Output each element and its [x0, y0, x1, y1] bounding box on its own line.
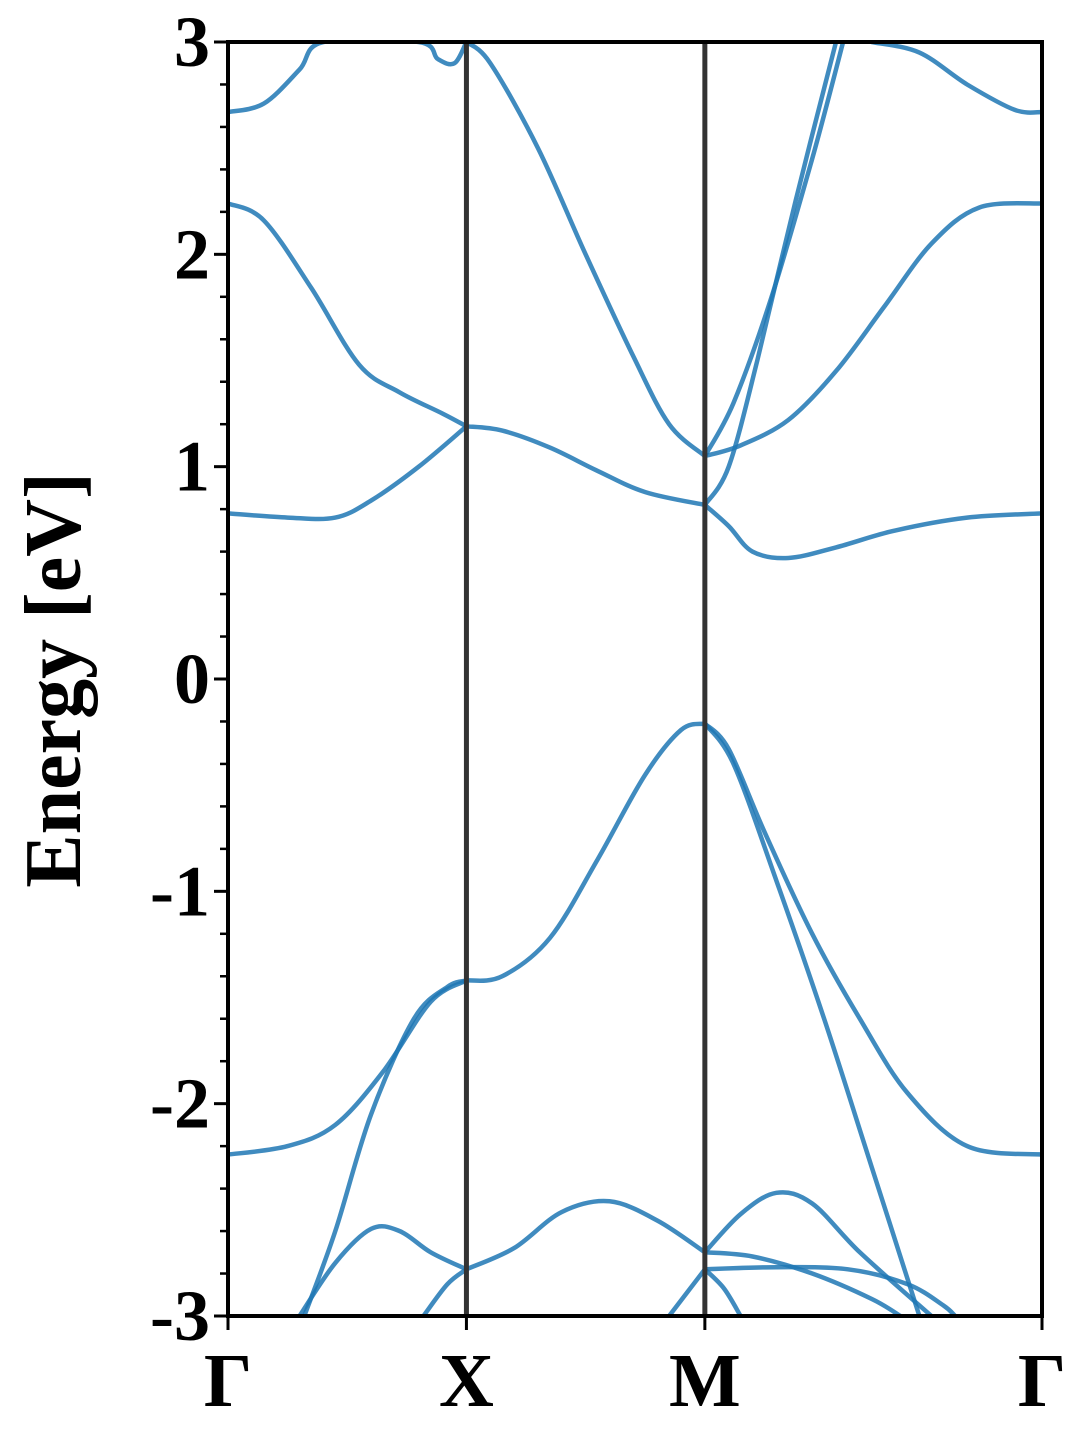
band-line-5 [464, 424, 708, 508]
band-line-9 [702, 42, 846, 459]
band-line-19 [666, 1267, 708, 1316]
band-line-6 [702, 200, 1042, 459]
band-line-21 [702, 1264, 958, 1316]
band-line-18 [464, 1198, 708, 1272]
x-tick-label-4: Γ [1018, 1339, 1066, 1423]
band-line-22 [702, 1250, 903, 1316]
band-line-17 [421, 1267, 469, 1316]
band-line-23 [702, 1267, 743, 1316]
x-tick-label-1: Γ [204, 1339, 252, 1423]
high-symmetry-lines [463, 42, 708, 1316]
band-line-8 [702, 42, 839, 508]
band-line-10 [869, 42, 1042, 115]
band-line-11 [228, 978, 469, 1157]
band-line-3 [228, 424, 469, 522]
plot-frame [226, 40, 1044, 1318]
y-tick-label: 2 [174, 214, 210, 294]
band-line-15 [702, 721, 922, 1316]
y-tick-label: -1 [150, 851, 210, 931]
y-axis-title: Energy [eV] [10, 472, 98, 887]
y-axis-ticks: 3 2 1 0 -1 -2 -3 [150, 2, 228, 1356]
band-line-16 [297, 1223, 469, 1316]
y-tick-label: -3 [150, 1276, 210, 1356]
y-tick-label: 1 [174, 427, 210, 507]
band-line-13 [464, 721, 708, 984]
band-line-20 [702, 1190, 934, 1316]
band-line-7 [702, 502, 1042, 561]
band-line-2 [228, 201, 469, 429]
band-lines [228, 42, 1042, 1316]
y-tick-label: -2 [150, 1064, 210, 1144]
x-tick-label-3: M [669, 1339, 741, 1423]
band-line-4 [464, 42, 708, 459]
band-line-14 [702, 721, 1042, 1157]
band-line-1 [228, 42, 469, 115]
y-tick-label: 3 [174, 2, 210, 82]
y-tick-label: 0 [174, 639, 210, 719]
band-line-12 [302, 978, 469, 1316]
x-tick-label-2: X [439, 1339, 494, 1423]
